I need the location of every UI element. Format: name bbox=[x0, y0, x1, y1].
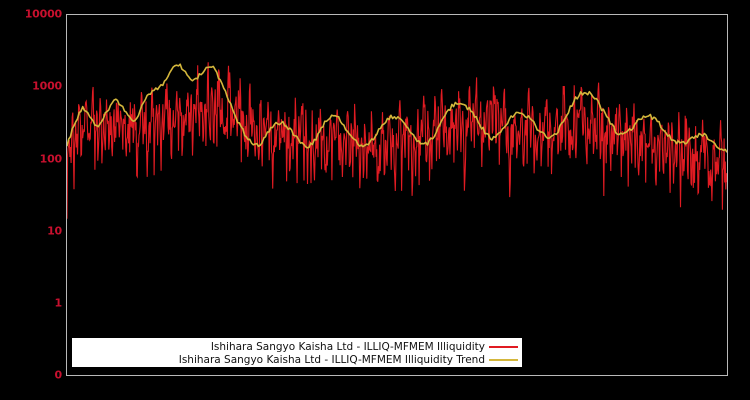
y-tick-label-10: 10 bbox=[47, 224, 62, 238]
y-tick-label-0: 0 bbox=[54, 368, 63, 382]
series-line-illiquidity-trend bbox=[67, 63, 727, 153]
legend-item-illiquidity[interactable]: Ishihara Sangyo Kaisha Ltd - ILLIQ-MFMEM… bbox=[72, 340, 522, 354]
y-tick-label-10000: 10000 bbox=[24, 7, 62, 21]
plot-area bbox=[66, 14, 728, 376]
series-line-illiquidity bbox=[67, 62, 727, 219]
legend-swatch-illiquidity-trend bbox=[489, 359, 518, 361]
plot-clip bbox=[67, 15, 727, 375]
y-axis: 10000 1000 100 10 1 0 bbox=[0, 0, 62, 400]
legend-label-illiquidity: Ishihara Sangyo Kaisha Ltd - ILLIQ-MFMEM… bbox=[210, 340, 485, 353]
legend-swatch-illiquidity bbox=[489, 346, 518, 348]
series-canvas bbox=[67, 62, 727, 219]
y-tick-label-100: 100 bbox=[39, 152, 63, 166]
legend-label-illiquidity-trend: Ishihara Sangyo Kaisha Ltd - ILLIQ-MFMEM… bbox=[178, 353, 485, 366]
legend-item-illiquidity-trend[interactable]: Ishihara Sangyo Kaisha Ltd - ILLIQ-MFMEM… bbox=[72, 353, 522, 367]
y-tick-label-1: 1 bbox=[54, 296, 63, 310]
legend[interactable]: Ishihara Sangyo Kaisha Ltd - ILLIQ-MFMEM… bbox=[72, 338, 522, 367]
y-tick-label-1000: 1000 bbox=[32, 79, 62, 93]
